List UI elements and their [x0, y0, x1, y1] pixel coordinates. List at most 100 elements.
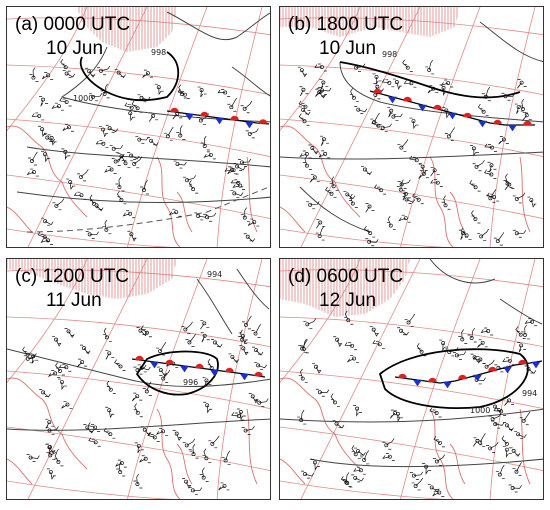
station-plot [299, 150, 312, 159]
station-plot [156, 366, 168, 377]
wind-barb [432, 454, 446, 466]
station-plot [241, 315, 252, 330]
station-plot [299, 86, 309, 97]
station-plot [524, 318, 538, 327]
wind-barb [243, 233, 256, 243]
cold-front-triangle [503, 366, 512, 374]
wind-barb [106, 380, 116, 395]
wind-barb [440, 79, 454, 88]
wind-barb [45, 426, 59, 435]
station-circle [405, 65, 410, 70]
wind-barb [142, 69, 153, 78]
wind-barb [402, 196, 416, 204]
station-circle [353, 475, 358, 480]
warm-front-semicircle [258, 119, 268, 124]
station-circle [135, 368, 140, 373]
station-plot [303, 318, 317, 329]
wind-barb [37, 231, 50, 242]
station-plot [102, 327, 112, 342]
wind-barb [444, 127, 455, 141]
isobar-label: 998 [382, 50, 398, 59]
wind-barb [46, 448, 59, 460]
wind-barb [387, 107, 397, 118]
wind-barb [245, 128, 259, 139]
wind-barb [126, 109, 136, 122]
station-plot [501, 435, 512, 449]
wind-barb [486, 441, 499, 453]
wind-barb [102, 327, 112, 342]
station-plot [172, 430, 182, 441]
wind-barb [114, 69, 126, 79]
wind-barb [299, 338, 309, 354]
wind-barb [40, 236, 54, 245]
panel-d-time: 0600 UTC [316, 266, 404, 287]
station-circle [505, 181, 510, 186]
latlon-gridline [216, 259, 263, 499]
panel-b-date: 10 Jun [319, 38, 377, 59]
station-plot [439, 339, 449, 352]
station-plot [315, 388, 330, 397]
station-plot [471, 210, 481, 224]
wind-barb [477, 339, 488, 348]
wind-barb [64, 327, 75, 338]
station-circle [416, 197, 421, 202]
station-plot [64, 327, 75, 338]
wind-barb [133, 364, 147, 375]
wind-barb [509, 447, 521, 457]
station-circle [139, 365, 144, 370]
wind-barb [514, 103, 524, 114]
wind-barb [221, 450, 231, 465]
cold-front-triangle [508, 124, 517, 132]
panel-d-prefix: (d) [288, 266, 312, 287]
station-circle [434, 411, 439, 415]
coastline [449, 443, 466, 485]
wind-barb [189, 179, 199, 194]
station-plot [378, 123, 392, 133]
station-plot [354, 447, 366, 456]
station-plot [46, 443, 56, 455]
station-plot [469, 180, 481, 192]
cold-front-triangle [448, 112, 457, 120]
station-circle [64, 71, 69, 76]
station-circle [472, 355, 477, 360]
station-plot [100, 83, 110, 99]
wind-barb [62, 70, 76, 78]
wind-barb [239, 345, 249, 356]
station-plot [154, 83, 164, 96]
station-circle [345, 192, 350, 197]
wind-barb [173, 160, 187, 169]
wind-barb [298, 368, 308, 383]
wind-barb [40, 150, 50, 163]
wind-barb [458, 229, 468, 240]
wind-barb [29, 67, 39, 82]
cold-front-triangle [388, 96, 397, 104]
map-panel-c: (c) 1200 UTC 11 Jun 996 994 [6, 258, 271, 500]
wind-barb [155, 427, 169, 436]
station-circle [346, 318, 351, 323]
wind-barb [472, 159, 485, 172]
station-plot [316, 219, 326, 229]
wind-barb [163, 126, 174, 141]
wind-barb [344, 342, 358, 351]
wind-barb [85, 67, 96, 78]
latlon-gridline [7, 17, 270, 36]
station-circle [322, 137, 326, 142]
wind-barb [429, 407, 442, 418]
wind-barb [484, 143, 497, 152]
wind-barb [117, 152, 127, 163]
station-plot [217, 89, 231, 97]
station-circle [191, 187, 196, 192]
station-plot [41, 71, 54, 80]
coastline [246, 156, 258, 233]
station-plot [398, 214, 411, 223]
station-circle [93, 425, 98, 430]
wind-barb [488, 413, 502, 424]
station-plot [363, 225, 376, 238]
station-plot [135, 136, 149, 144]
station-circle [526, 367, 531, 371]
map-canvas-b [280, 7, 543, 247]
wind-barb [88, 437, 101, 447]
station-plot [40, 150, 50, 163]
wind-barb [363, 225, 376, 238]
station-circle [66, 125, 71, 130]
